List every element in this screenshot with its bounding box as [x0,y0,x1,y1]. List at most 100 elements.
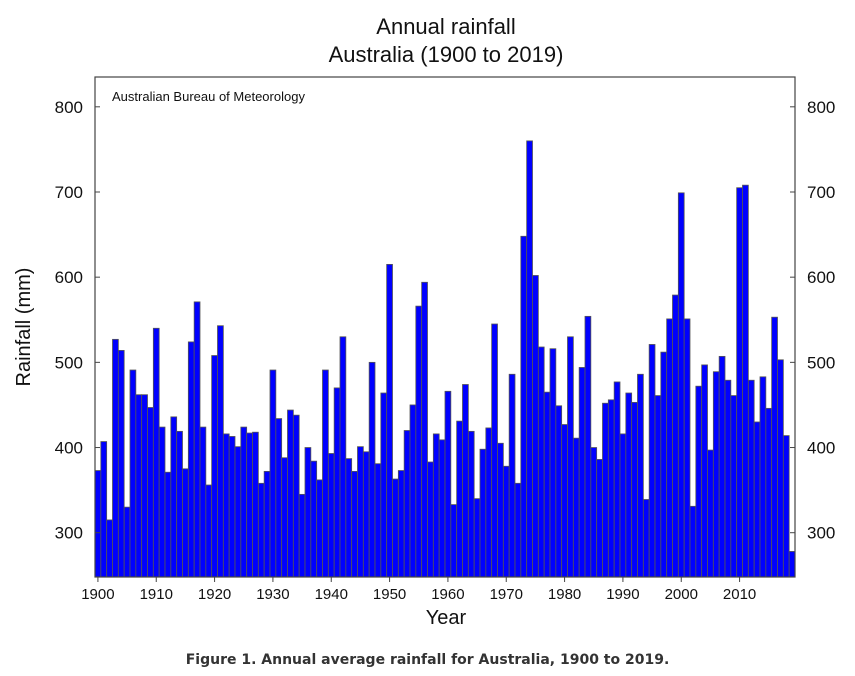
bar-1915 [182,468,189,578]
bar-1919 [205,484,213,578]
bar-2002 [689,505,697,578]
bar-1935 [298,493,306,578]
bar-1900 [94,470,102,578]
bar-1922 [222,433,230,578]
bar-1982 [572,437,580,578]
bar-1928 [257,482,265,578]
bar-2019 [788,551,796,578]
bar-1926 [246,432,253,578]
bar-2009 [730,395,738,578]
bar-2015 [765,407,773,578]
bar-1953 [403,430,411,578]
x-tick-label: 1920 [198,586,231,603]
bar-1950 [386,263,393,578]
bar-1909 [147,407,154,578]
bar-1931 [275,418,283,578]
bar-1960 [444,390,452,578]
bar-1971 [508,373,516,578]
bar-1951 [392,478,399,578]
y-tick-label: 800 [55,98,83,117]
bar-1906 [129,369,137,578]
bar-1949 [380,392,388,578]
bar-1932 [281,457,288,578]
bar-1929 [263,470,271,578]
bar-1977 [543,391,551,578]
bar-1903 [112,338,119,578]
bar-1966 [479,448,487,578]
bar-1959 [438,439,446,578]
bar-1936 [304,447,312,578]
bar-1943 [345,458,353,578]
bar-1995 [648,344,656,578]
y-tick-label: 300 [55,524,83,543]
x-axis-label: Year [426,607,467,629]
bar-1944 [351,470,358,578]
bar-1901 [100,441,108,578]
x-tick-label: 2010 [723,586,756,603]
bar-1970 [502,465,510,578]
bar-1924 [234,446,242,578]
bar-1920 [211,355,218,578]
y-tick-label-right: 500 [807,353,835,372]
bar-1985 [590,447,598,578]
bar-1917 [193,301,201,578]
bar-1954 [409,404,417,578]
bar-1979 [555,405,563,578]
bar-1912 [164,471,172,578]
bar-1925 [240,426,248,578]
y-tick-label-right: 700 [807,183,835,202]
bar-2017 [777,359,784,578]
plot-frame [94,76,796,578]
bar-1963 [462,384,469,578]
x-tick-label: 1980 [548,586,581,603]
bar-1939 [322,369,329,578]
bar-1957 [427,461,434,578]
bar-1918 [199,426,207,578]
bar-1984 [584,315,592,578]
bar-1908 [141,394,148,578]
bar-1911 [158,426,166,578]
bar-1988 [607,399,615,578]
bar-1965 [473,498,481,578]
x-tick-label: 1970 [490,586,523,603]
bar-2014 [759,376,767,578]
bar-1969 [497,442,504,578]
x-tick-label: 1900 [81,586,114,603]
bar-2008 [724,379,732,578]
bars [94,140,796,578]
x-tick-label: 1950 [373,586,406,603]
bar-1986 [596,459,603,578]
bar-1999 [672,294,679,578]
y-tick-label: 400 [55,439,83,458]
x-tick-label: 1940 [315,586,348,603]
bar-1955 [415,305,423,578]
bar-2013 [753,421,761,578]
chart-subtitle: Australia (1900 to 2019) [329,42,564,67]
bar-1990 [619,433,627,578]
x-tick-label: 1930 [256,586,289,603]
y-axis-label: Rainfall (mm) [13,268,35,387]
bar-1967 [485,427,493,578]
bar-1974 [526,140,533,578]
bar-1981 [567,336,574,578]
bar-2003 [695,385,703,578]
bar-1902 [106,519,113,578]
bar-2004 [701,364,708,578]
bar-1904 [117,350,125,578]
rainfall-chart: Annual rainfall Australia (1900 to 2019)… [13,14,835,629]
bar-1987 [602,402,609,578]
bar-2011 [742,184,749,578]
bar-1946 [362,451,370,578]
bar-1996 [654,395,662,578]
bar-1980 [561,424,568,578]
bar-1940 [327,453,335,578]
y-tick-label-right: 800 [807,98,835,117]
bar-1914 [176,430,183,578]
bar-2010 [736,187,743,578]
bar-1972 [514,482,522,578]
bar-1961 [450,504,458,578]
bar-2018 [782,435,790,578]
bar-1976 [537,346,545,578]
bar-1933 [287,409,294,578]
x-tick-label: 1960 [431,586,464,603]
